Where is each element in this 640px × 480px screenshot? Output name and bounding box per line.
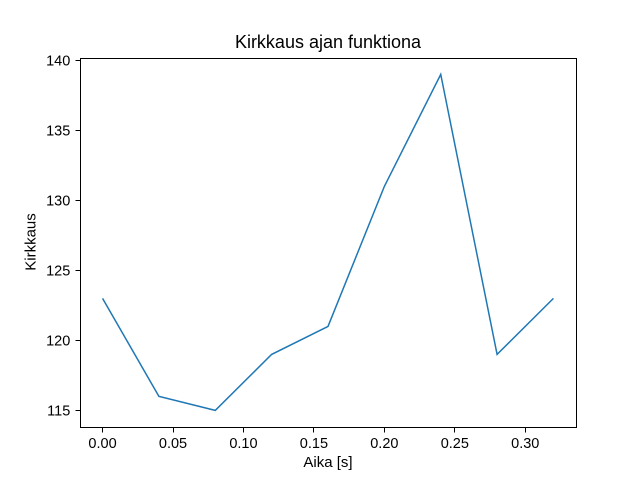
svg-text:Kirkkaus: Kirkkaus: [23, 213, 40, 271]
svg-text:115: 115: [47, 404, 70, 420]
svg-text:Aika [s]: Aika [s]: [303, 454, 352, 471]
svg-text:120: 120: [46, 334, 70, 350]
svg-text:0.00: 0.00: [88, 436, 116, 452]
svg-text:0.05: 0.05: [159, 436, 187, 452]
svg-text:0.30: 0.30: [511, 436, 539, 452]
svg-text:125: 125: [46, 264, 70, 280]
svg-text:0.20: 0.20: [370, 436, 398, 452]
svg-text:0.25: 0.25: [441, 436, 469, 452]
svg-text:Kirkkaus ajan funktiona: Kirkkaus ajan funktiona: [235, 32, 422, 52]
svg-text:130: 130: [46, 194, 70, 210]
svg-text:0.10: 0.10: [229, 436, 257, 452]
svg-text:140: 140: [46, 54, 70, 70]
svg-text:135: 135: [46, 124, 70, 140]
svg-text:0.15: 0.15: [300, 436, 328, 452]
